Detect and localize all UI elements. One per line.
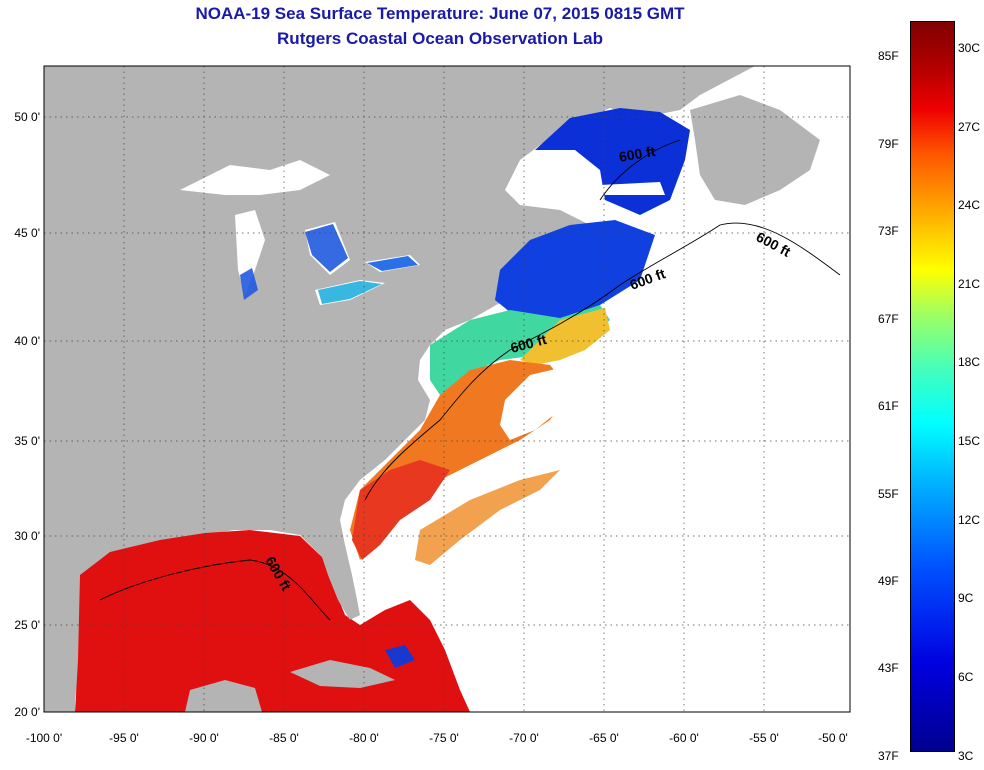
bahamas-cold-patch — [385, 645, 415, 668]
mid-atlantic-warm-sst — [520, 308, 610, 365]
great-lakes — [180, 160, 420, 305]
gulf-of-maine-sst — [495, 220, 655, 320]
colorbar-f-55: 55F — [878, 487, 899, 501]
colorbar-c-27: 27C — [958, 120, 981, 134]
newfoundland — [690, 95, 820, 205]
colorbar-f-49: 49F — [878, 574, 899, 588]
lat-tick-25: 25 0' — [14, 618, 40, 632]
map-subtitle: Rutgers Coastal Ocean Observation Lab — [277, 29, 603, 48]
temperature-colorbar — [910, 21, 955, 752]
cloud-gap-atlantic — [500, 368, 575, 440]
florida-peninsula — [318, 545, 358, 620]
graticule — [44, 66, 850, 712]
lat-tick-20: 20 0' — [14, 705, 40, 719]
lat-tick-45: 45 0' — [14, 226, 40, 240]
colorbar-c-18: 18C — [958, 355, 981, 369]
colorbar-c-12: 12C — [958, 513, 981, 527]
colorbar-c-15: 15C — [958, 434, 981, 448]
lat-tick-30: 30 0' — [14, 529, 40, 543]
gulf-of-mexico-sst — [75, 530, 470, 712]
isobath-contours — [99, 139, 841, 621]
colorbar-f-85: 85F — [878, 49, 899, 63]
lon-tick-60: -60 0' — [669, 731, 699, 745]
lon-tick-100: -100 0' — [25, 731, 63, 745]
lon-tick-55: -55 0' — [749, 731, 779, 745]
lon-tick-70: -70 0' — [509, 731, 539, 745]
isobath-label-gulf-st-lawrence: 600 ft — [618, 143, 657, 165]
lon-tick-80: -80 0' — [349, 731, 379, 745]
colorbar-f-79: 79F — [878, 137, 899, 151]
map-frame — [43, 65, 851, 713]
cuba — [290, 660, 395, 688]
map-title: NOAA-19 Sea Surface Temperature: June 07… — [195, 4, 685, 23]
lon-tick-65: -65 0' — [589, 731, 619, 745]
lon-tick-75: -75 0' — [429, 731, 459, 745]
lat-tick-50: 50 0' — [14, 110, 40, 124]
lat-tick-35: 35 0' — [14, 434, 40, 448]
colorbar-c-30: 30C — [958, 41, 981, 55]
lake-ontario-sst — [367, 256, 418, 271]
great-lakes-sst — [240, 224, 348, 300]
colorbar-c-21: 21C — [958, 277, 981, 291]
lon-tick-90: -90 0' — [189, 731, 219, 745]
colorbar-c-3: 3C — [958, 749, 974, 763]
colorbar-f-73: 73F — [878, 224, 899, 238]
lat-tick-40: 40 0' — [14, 334, 40, 348]
colorbar-c-24: 24C — [958, 198, 981, 212]
offshore-streaks-sst — [415, 470, 560, 565]
colorbar-f-67: 67F — [878, 312, 899, 326]
colorbar-f-37: 37F — [878, 749, 899, 763]
colorbar-f-43: 43F — [878, 661, 899, 675]
anticosti-island — [600, 182, 665, 195]
lon-tick-95: -95 0' — [109, 731, 139, 745]
colorbar-c-6: 6C — [958, 670, 974, 684]
lake-erie-sst — [318, 281, 382, 304]
lon-tick-85: -85 0' — [269, 731, 299, 745]
gulf-stream-core-sst — [352, 460, 450, 560]
lon-tick-50: -50 0' — [818, 731, 848, 745]
colorbar-c-9: 9C — [958, 591, 974, 605]
colorbar-f-61: 61F — [878, 399, 899, 413]
